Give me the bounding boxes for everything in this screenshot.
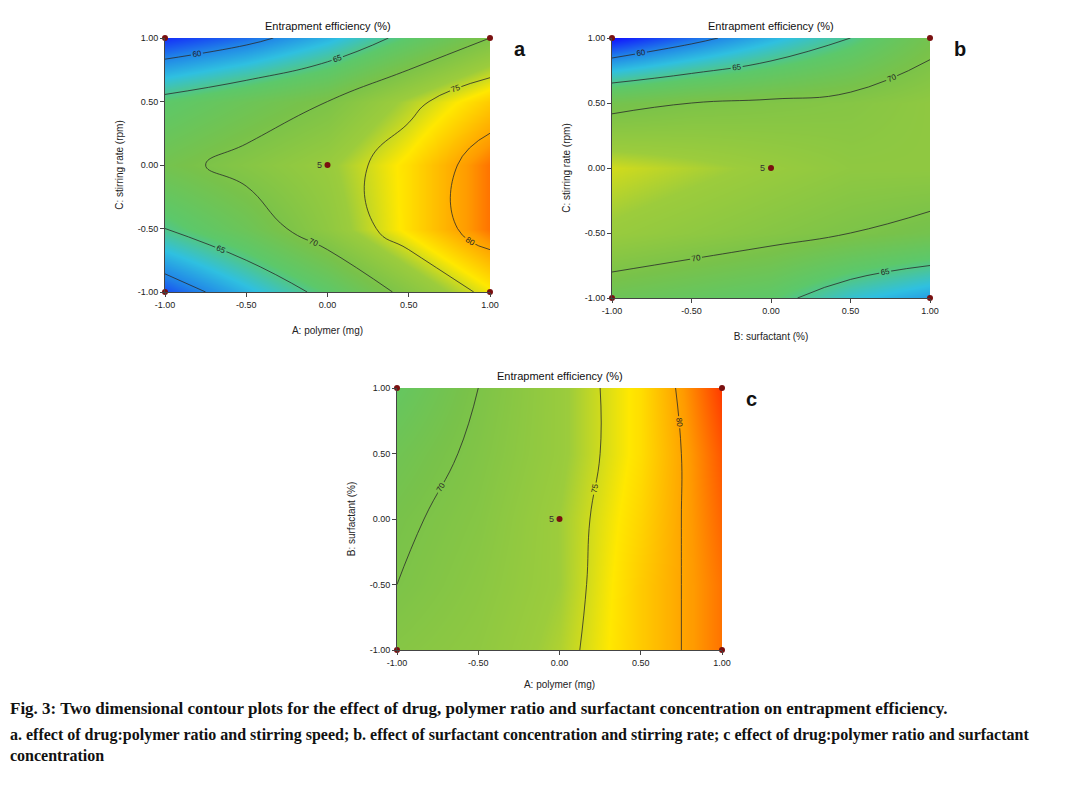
svg-text:c: c [746,388,757,410]
svg-text:a: a [514,38,526,60]
svg-text:-1.00: -1.00 [370,645,391,655]
svg-text:5: 5 [760,163,765,173]
svg-text:60: 60 [636,48,647,58]
html-text:Fig. 3: Two dimensional contou: Fig. 3: Two dimensional contour plots fo… [10,699,948,718]
svg-text:Entrapment efficiency (%): Entrapment efficiency (%) [265,20,391,32]
svg-text:60: 60 [192,49,203,59]
svg-text:0.00: 0.00 [551,658,569,668]
svg-text:65: 65 [880,267,891,278]
svg-text:0.00: 0.00 [762,306,780,316]
svg-text:0.50: 0.50 [141,97,159,107]
svg-text:-1.00: -1.00 [602,306,623,316]
svg-text:A: polymer (mg): A: polymer (mg) [524,679,595,690]
svg-text:65: 65 [332,53,344,65]
svg-text:1.00: 1.00 [373,383,391,393]
svg-text:0.00: 0.00 [141,160,159,170]
svg-text:1.00: 1.00 [588,33,606,43]
svg-text:0.50: 0.50 [400,300,418,310]
svg-text:65: 65 [732,62,743,72]
svg-text:1.00: 1.00 [481,300,499,310]
svg-text:B: surfactant (%): B: surfactant (%) [734,331,808,342]
svg-text:80: 80 [464,235,477,248]
svg-text:-0.50: -0.50 [468,658,489,668]
svg-text:70: 70 [435,481,448,494]
svg-text:A: polymer (mg): A: polymer (mg) [292,325,363,336]
svg-text:1.00: 1.00 [713,658,731,668]
svg-text:-1.00: -1.00 [387,658,408,668]
svg-text:5: 5 [317,160,322,170]
svg-text:1.00: 1.00 [921,306,939,316]
svg-text:70: 70 [886,72,898,84]
svg-text:b: b [954,38,966,60]
svg-text:0.50: 0.50 [373,449,391,459]
svg-text:0.50: 0.50 [842,306,860,316]
svg-text:-0.50: -0.50 [585,228,606,238]
svg-text:80: 80 [674,417,684,427]
svg-text:-1.00: -1.00 [585,293,606,303]
svg-text:-1.00: -1.00 [138,287,159,297]
html-text:a. effect of drug:polymer rati: a. effect of drug:polymer ratio and stir… [10,726,1029,764]
svg-text:5: 5 [549,514,554,524]
svg-text:C: stirring rate (rpm): C: stirring rate (rpm) [114,120,125,209]
svg-text:C: stirring rate (rpm): C: stirring rate (rpm) [561,123,572,212]
svg-text:B: surfactant (%): B: surfactant (%) [346,482,357,556]
svg-text:-0.50: -0.50 [370,580,391,590]
svg-text:-0.50: -0.50 [138,224,159,234]
svg-text:0.50: 0.50 [632,658,650,668]
svg-text:Entrapment efficiency (%): Entrapment efficiency (%) [497,370,623,382]
svg-text:-0.50: -0.50 [681,306,702,316]
svg-text:0.00: 0.00 [588,163,606,173]
svg-text:-0.50: -0.50 [236,300,257,310]
svg-text:1.00: 1.00 [141,33,159,43]
svg-text:Entrapment efficiency (%): Entrapment efficiency (%) [708,20,834,32]
svg-text:75: 75 [590,483,601,494]
svg-text:0.00: 0.00 [373,514,391,524]
svg-text:75: 75 [450,83,462,95]
svg-text:0.50: 0.50 [588,98,606,108]
svg-text:65: 65 [215,244,227,256]
svg-text:-1.00: -1.00 [155,300,176,310]
svg-text:0.00: 0.00 [319,300,337,310]
svg-text:70: 70 [691,253,702,263]
svg-text:70: 70 [308,237,320,249]
